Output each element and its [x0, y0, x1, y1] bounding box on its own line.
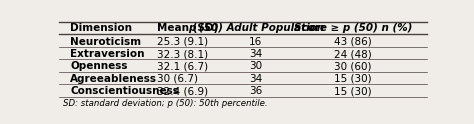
Text: Dimension: Dimension: [70, 23, 132, 33]
Text: Agreeableness: Agreeableness: [70, 74, 157, 84]
Text: 16: 16: [249, 37, 263, 47]
Text: 34: 34: [249, 49, 263, 59]
Text: 32.3 (8.1): 32.3 (8.1): [156, 49, 208, 59]
Text: 15 (30): 15 (30): [334, 74, 372, 84]
Text: 30 (6.7): 30 (6.7): [156, 74, 198, 84]
Text: Conscientiousness: Conscientiousness: [70, 86, 179, 96]
Text: 30 (60): 30 (60): [334, 61, 372, 71]
Text: 15 (30): 15 (30): [334, 86, 372, 96]
Text: p (50) Adult Population: p (50) Adult Population: [188, 23, 324, 33]
Text: Extraversion: Extraversion: [70, 49, 145, 59]
Text: 30: 30: [249, 61, 262, 71]
Text: 24 (48): 24 (48): [334, 49, 372, 59]
Text: 32.1 (6.7): 32.1 (6.7): [156, 61, 208, 71]
Text: Openness: Openness: [70, 61, 128, 71]
Text: 32.4 (6.9): 32.4 (6.9): [156, 86, 208, 96]
Text: Mean (SD): Mean (SD): [156, 23, 218, 33]
Text: Neuroticism: Neuroticism: [70, 37, 141, 47]
Text: Score ≥ p (50) n (%): Score ≥ p (50) n (%): [294, 23, 412, 33]
Text: 34: 34: [249, 74, 263, 84]
Text: SD: standard deviation; p (50): 50th percentile.: SD: standard deviation; p (50): 50th per…: [63, 99, 267, 108]
Text: 36: 36: [249, 86, 263, 96]
Text: 43 (86): 43 (86): [334, 37, 372, 47]
Text: 25.3 (9.1): 25.3 (9.1): [156, 37, 208, 47]
